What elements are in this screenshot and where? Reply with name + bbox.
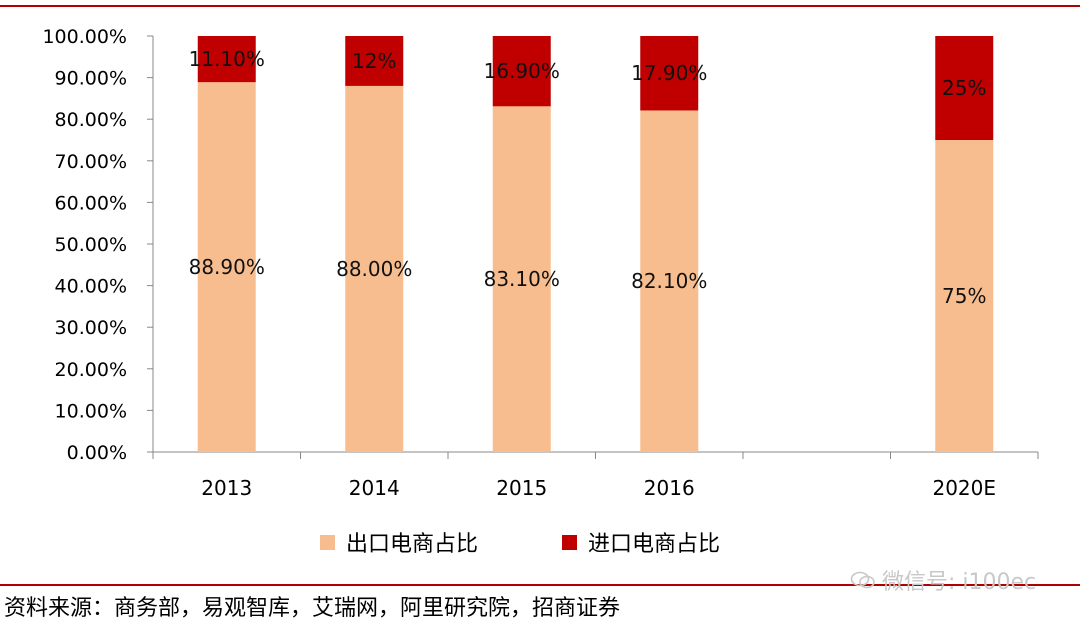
bar-export — [345, 85, 404, 453]
legend-swatch-import — [562, 535, 577, 550]
watermark: 微信号: i100ec — [850, 564, 1036, 596]
bar-import — [345, 36, 404, 86]
legend-label-import: 进口电商占比 — [588, 532, 720, 557]
data-label-export: 82.10% — [631, 269, 707, 293]
x-tick-label: 2013 — [201, 476, 252, 500]
x-tick-label: 2016 — [644, 476, 695, 500]
x-tick-label: 2014 — [349, 476, 400, 500]
data-label-import: 25% — [942, 76, 986, 100]
stacked-bar-chart: 0.00% 10.00% 20.00% 30.00% 40.00% 50.00% 60.00… — [42, 26, 1039, 557]
y-tick-label: 90.00% — [55, 68, 127, 90]
wechat-icon — [850, 571, 875, 589]
data-label-export: 88.90% — [189, 255, 265, 279]
bottom-rule — [0, 584, 1080, 586]
y-tick-label: 60.00% — [55, 192, 127, 214]
y-tick-label: 30.00% — [55, 317, 127, 339]
data-label-export: 83.10% — [484, 267, 560, 291]
data-label-import: 17.90% — [631, 61, 707, 85]
x-tick-label: 2020E — [932, 476, 996, 500]
y-tick-label: 70.00% — [55, 151, 127, 173]
bar-export — [197, 82, 256, 453]
data-label-import: 16.90% — [484, 59, 560, 83]
y-tick-label: 80.00% — [55, 109, 127, 131]
bar-export — [492, 106, 551, 452]
top-rule — [0, 5, 1080, 7]
y-tick-label: 20.00% — [55, 359, 127, 381]
data-label-export: 88.00% — [336, 257, 412, 281]
legend-label-export: 出口电商占比 — [346, 532, 478, 557]
bar-import — [640, 36, 699, 111]
legend-swatch-export — [320, 535, 335, 550]
source-note: 资料来源：商务部，易观智库，艾瑞网，阿里研究院，招商证券 — [4, 596, 621, 621]
bar-import — [197, 36, 256, 83]
bar-import — [492, 36, 551, 107]
data-label-import: 12% — [352, 49, 396, 73]
bar-export — [640, 110, 699, 453]
watermark-text: 微信号: i100ec — [882, 570, 1037, 595]
x-tick-label: 2015 — [496, 476, 547, 500]
y-tick-label: 100.00% — [42, 26, 127, 48]
bar-import — [935, 36, 994, 140]
bar-export — [935, 140, 994, 452]
data-label-import: 11.10% — [189, 47, 265, 71]
y-tick-label: 10.00% — [55, 400, 127, 422]
y-tick-label: 50.00% — [55, 234, 127, 256]
data-label-export: 75% — [942, 284, 986, 308]
y-tick-label: 0.00% — [67, 442, 127, 464]
y-tick-label: 40.00% — [55, 276, 127, 298]
